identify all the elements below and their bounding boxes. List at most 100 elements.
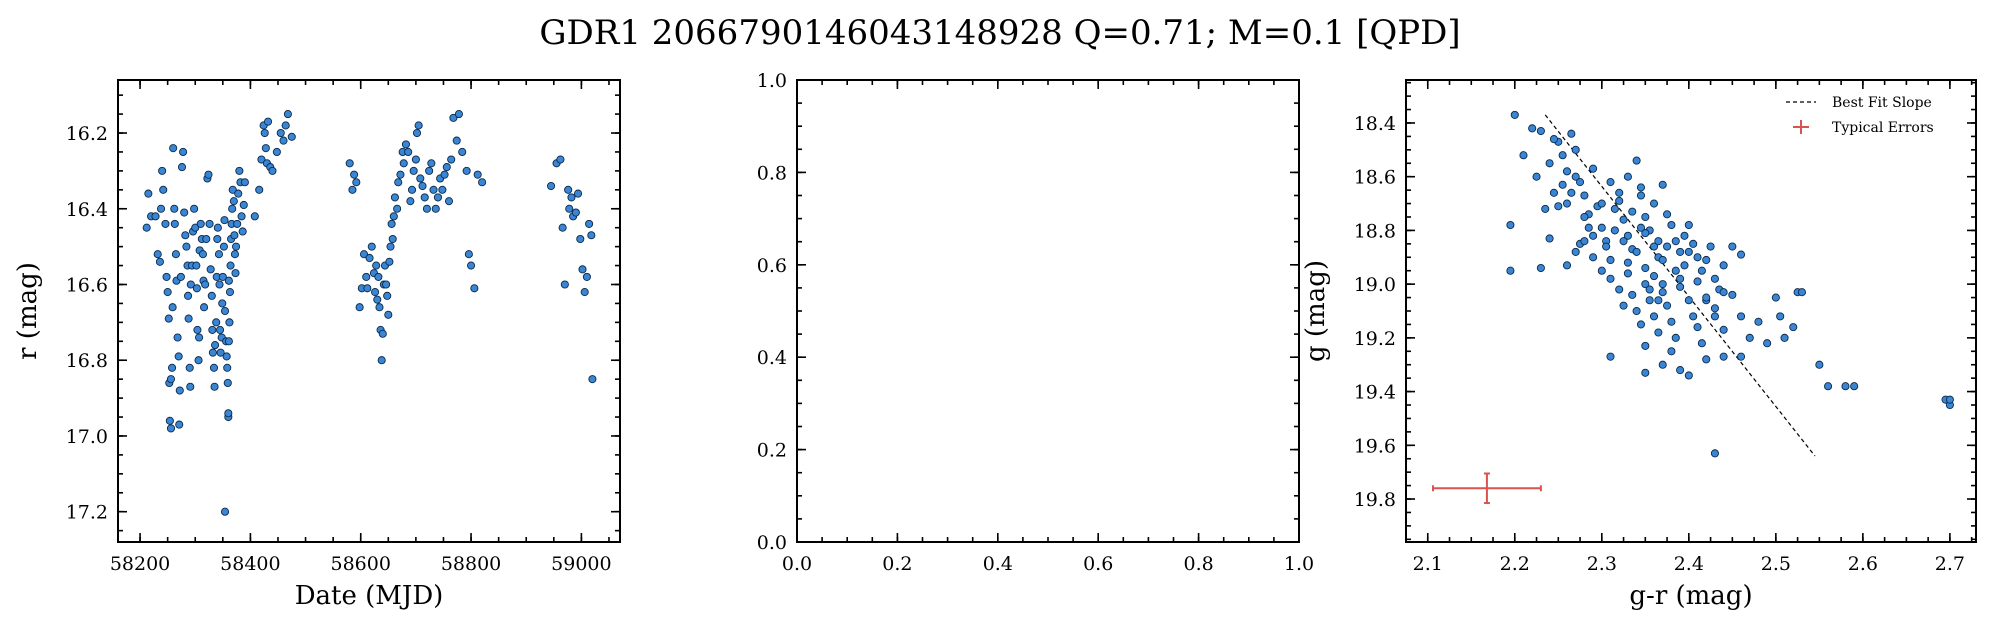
data-point bbox=[1654, 237, 1663, 246]
data-point bbox=[1850, 382, 1859, 391]
data-point bbox=[1541, 204, 1550, 213]
data-point bbox=[177, 163, 187, 172]
data-point bbox=[205, 219, 214, 228]
data-point bbox=[261, 144, 270, 153]
data-point bbox=[1597, 266, 1606, 275]
data-point bbox=[283, 110, 292, 119]
data-point bbox=[1649, 272, 1659, 281]
data-point bbox=[1580, 237, 1589, 246]
data-point bbox=[362, 272, 371, 281]
data-point bbox=[1606, 255, 1615, 265]
data-point bbox=[209, 363, 219, 372]
data-point bbox=[216, 325, 225, 334]
data-point bbox=[375, 303, 384, 312]
data-point bbox=[1671, 333, 1680, 342]
data-point bbox=[422, 204, 431, 213]
data-point bbox=[212, 318, 221, 327]
data-point bbox=[1641, 212, 1650, 222]
data-point bbox=[1719, 288, 1728, 297]
y-tick-label: 19.0 bbox=[1354, 274, 1396, 296]
x-tick-label: 2.6 bbox=[1848, 553, 1878, 575]
data-point bbox=[220, 507, 230, 516]
data-point bbox=[237, 212, 246, 221]
data-point bbox=[1623, 269, 1632, 278]
data-point bbox=[159, 185, 168, 194]
data-point bbox=[1745, 333, 1754, 342]
y-tick-label: 18.4 bbox=[1354, 113, 1396, 135]
data-point bbox=[196, 219, 205, 228]
data-point bbox=[235, 166, 244, 175]
data-point bbox=[222, 352, 231, 361]
data-point bbox=[546, 181, 556, 191]
data-point bbox=[260, 128, 269, 138]
data-point bbox=[388, 234, 397, 244]
data-point bbox=[213, 223, 222, 232]
legend: Best Fit Slope Typical Errors bbox=[1786, 95, 1934, 136]
plot-frame bbox=[796, 79, 1300, 543]
data-point bbox=[1680, 261, 1689, 270]
data-point bbox=[1706, 242, 1715, 251]
data-point bbox=[144, 189, 153, 198]
data-point bbox=[1649, 312, 1659, 321]
x-tick-label: 0.2 bbox=[882, 553, 912, 575]
y-tick-label: 1.0 bbox=[757, 70, 787, 92]
data-point bbox=[416, 174, 425, 183]
data-point bbox=[452, 136, 461, 145]
data-point bbox=[411, 155, 420, 164]
data-point bbox=[1619, 301, 1628, 310]
data-point bbox=[170, 204, 179, 213]
data-point bbox=[389, 212, 398, 221]
x-axis-label: Date (MJD) bbox=[295, 581, 444, 611]
data-point bbox=[1697, 266, 1706, 275]
data-point bbox=[1710, 304, 1719, 313]
x-tick-label: 2.4 bbox=[1674, 553, 1704, 575]
data-point bbox=[204, 170, 213, 179]
data-point bbox=[1719, 261, 1728, 270]
data-point bbox=[228, 185, 237, 194]
y-tick-label: 0.6 bbox=[757, 255, 787, 277]
data-point bbox=[1654, 328, 1663, 337]
data-point bbox=[429, 185, 438, 194]
x-tick-label: 2.1 bbox=[1413, 553, 1443, 575]
data-point bbox=[1645, 296, 1654, 305]
data-point bbox=[1663, 242, 1672, 251]
y-tick-label: 19.6 bbox=[1354, 435, 1396, 457]
x-tick-label: 58600 bbox=[330, 553, 390, 575]
data-point bbox=[276, 128, 285, 138]
data-point bbox=[363, 284, 372, 293]
data-point bbox=[1671, 237, 1680, 246]
data-point bbox=[1623, 231, 1632, 240]
data-point bbox=[412, 128, 422, 138]
data-point bbox=[565, 204, 574, 213]
data-point bbox=[218, 272, 227, 281]
data-point bbox=[1667, 317, 1676, 326]
x-tick-label: 2.5 bbox=[1761, 553, 1791, 575]
data-point bbox=[1589, 164, 1598, 173]
data-point bbox=[211, 341, 220, 350]
data-point bbox=[1628, 290, 1637, 299]
y-axis-label: g (mag) bbox=[1301, 260, 1331, 362]
data-point bbox=[1589, 253, 1598, 262]
data-point bbox=[228, 204, 237, 213]
data-point bbox=[1610, 226, 1619, 235]
data-point bbox=[168, 303, 177, 312]
data-point bbox=[414, 121, 423, 130]
data-point bbox=[213, 234, 222, 244]
data-point bbox=[438, 185, 447, 194]
data-point bbox=[1506, 220, 1515, 230]
data-point bbox=[231, 269, 240, 278]
data-point bbox=[175, 420, 184, 429]
data-point bbox=[153, 250, 162, 259]
data-point bbox=[574, 189, 583, 198]
data-point bbox=[401, 140, 411, 149]
legend-label-best-fit: Best Fit Slope bbox=[1832, 95, 1932, 111]
data-point bbox=[1641, 368, 1650, 377]
y-tick-label: 0.4 bbox=[757, 347, 787, 369]
data-point bbox=[1562, 167, 1572, 176]
data-point bbox=[1658, 360, 1667, 369]
data-point bbox=[206, 265, 215, 274]
data-point bbox=[1615, 285, 1624, 294]
x-tick-label: 2.2 bbox=[1500, 553, 1530, 575]
data-point bbox=[1676, 282, 1685, 291]
data-point bbox=[1667, 220, 1676, 230]
